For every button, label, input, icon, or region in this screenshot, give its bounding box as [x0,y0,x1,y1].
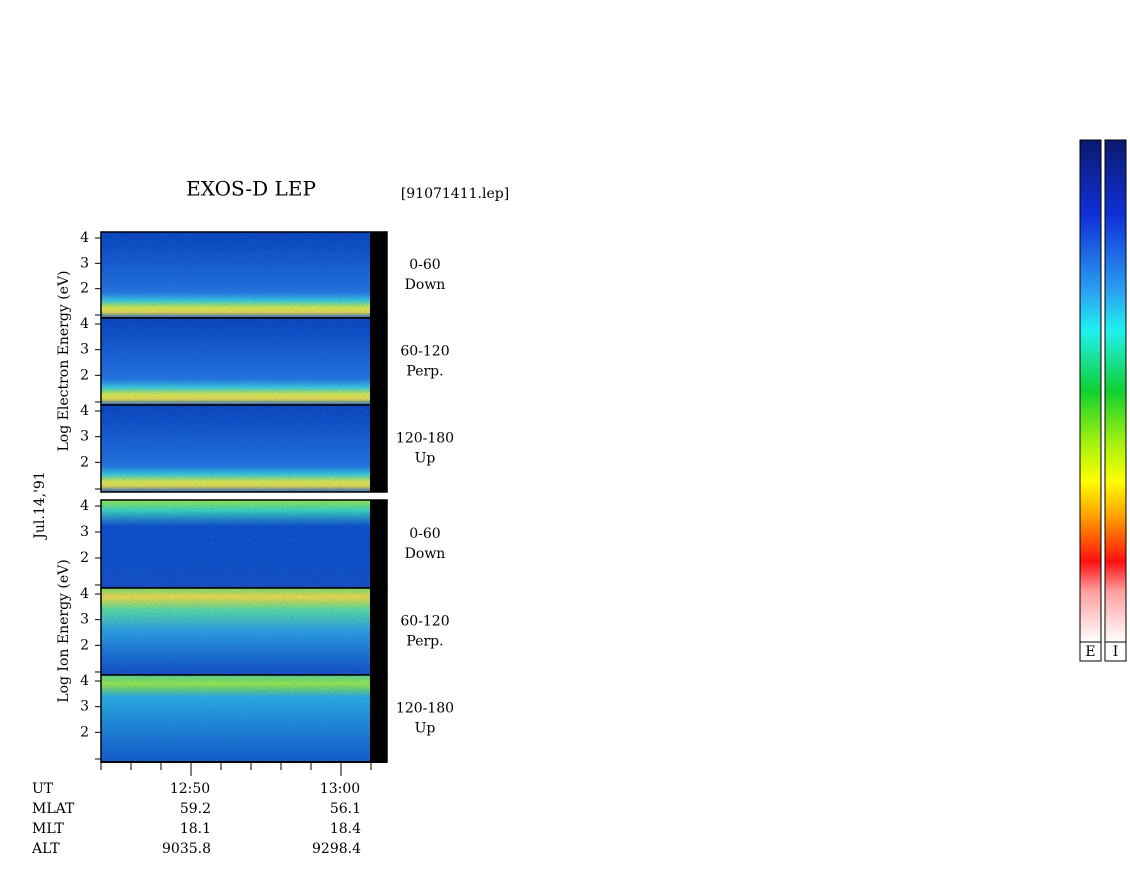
x-ticks [100,762,372,776]
cell: 9298.4 [312,841,361,857]
panel-angle: 120-180 [396,431,454,447]
panel-frame [100,404,388,493]
panel-direction: Perp. [406,364,443,380]
data-gap [370,318,387,405]
cell: 56.1 [330,801,361,817]
y-tick-label: 3 [80,342,89,358]
panel-angle: 60-120 [400,614,449,630]
cell: 18.4 [330,821,361,837]
colorbar-label-box [1104,641,1127,662]
panel-direction: Down [405,546,446,562]
axis-label: Log Electron Energy (eV) [56,270,72,451]
panels: 2 3 4 0-60 Down 2 3 4 60-120 Perp. 2 3 4 120-180 Up 2 3 4… [80,230,454,763]
panel-direction: Down [405,277,446,293]
cell: 18.1 [180,821,211,837]
y-tick-label: 4 [80,403,89,419]
data-gap [370,232,387,318]
data-gap [370,405,387,492]
colorbar [1104,139,1127,643]
spectrogram [101,675,370,762]
panel-direction: Up [415,721,436,737]
title: EXOS-D LEP [186,177,316,201]
time-label: 13:00 [320,781,360,797]
y-tick-label: 3 [80,255,89,271]
y-tick-label: 2 [80,454,89,470]
spectrogram [101,500,370,588]
y-tick-label: 4 [80,316,89,332]
y-tick-label: 3 [80,524,89,540]
row-label: UT [32,781,54,797]
colorbar [1079,139,1102,643]
time-label: 12:50 [170,781,210,797]
y-tick-label: 2 [80,637,89,653]
panel-angle: 0-60 [409,526,440,542]
panel-angle: 60-120 [400,344,449,360]
panel-direction: Perp. [406,634,443,650]
data-gap [370,588,387,675]
row-label: MLAT [32,801,75,817]
panel-angle: 0-60 [409,257,440,273]
data-gap [370,500,387,588]
panel-angle: 120-180 [396,701,454,717]
cell: 59.2 [180,801,211,817]
y-tick-label: 2 [80,281,89,297]
y-tick-label: 4 [80,586,89,602]
row-label: MLT [32,821,64,837]
panel-direction: Up [415,451,436,467]
y-tick-label: 4 [80,498,89,514]
cell: 9035.8 [162,841,211,857]
row-label: ALT [31,841,60,857]
axis-label: Log Ion Energy (eV) [56,559,72,702]
spectrogram [101,588,370,675]
y-tick-label: 3 [80,612,89,628]
spectrogram [101,318,370,405]
colorbar-label-box [1079,641,1102,662]
spectrogram [101,405,370,492]
y-tick-label: 2 [80,550,89,566]
file-name: [91071411.lep] [401,186,509,202]
colorbar-label: E [1085,644,1095,660]
y-tick-label: 4 [80,230,89,246]
y-tick-label: 4 [80,673,89,689]
y-tick-label: 3 [80,429,89,445]
data-gap [370,675,387,762]
y-tick-label: 2 [80,724,89,740]
colorbar-label: I [1113,644,1119,660]
y-tick-label: 3 [80,699,89,715]
ephemeris-table: UT MLAT 59.2 56.1 MLT 18.1 18.4 ALT 9035.8 9298.4 [31,781,361,857]
y-tick-label: 2 [80,367,89,383]
spectrogram [101,232,370,318]
date: Jul.14,'91 [32,471,48,540]
